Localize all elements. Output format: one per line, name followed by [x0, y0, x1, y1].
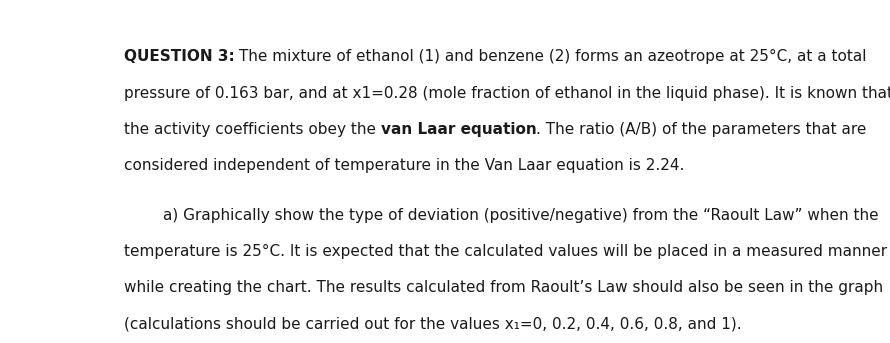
Text: pressure of 0.163 bar, and at x1=0.28 (mole fraction of ethanol in the liquid ph: pressure of 0.163 bar, and at x1=0.28 (m…: [124, 85, 890, 100]
Text: van Laar equation: van Laar equation: [381, 122, 537, 137]
Text: . The ratio (A/B) of the parameters that are: . The ratio (A/B) of the parameters that…: [537, 122, 867, 137]
Text: considered independent of temperature in the Van Laar equation is 2.24.: considered independent of temperature in…: [124, 158, 684, 174]
Text: while creating the chart. The results calculated from Raoult’s Law should also b: while creating the chart. The results ca…: [124, 281, 883, 295]
Text: a) Graphically show the type of deviation (positive/negative) from the “Raoult L: a) Graphically show the type of deviatio…: [124, 208, 878, 223]
Text: QUESTION 3:: QUESTION 3:: [124, 49, 234, 64]
Text: the activity coefficients obey the: the activity coefficients obey the: [124, 122, 381, 137]
Text: temperature is 25°C. It is expected that the calculated values will be placed in: temperature is 25°C. It is expected that…: [124, 244, 886, 259]
Text: The mixture of ethanol (1) and benzene (2) forms an azeotrope at 25°C, at a tota: The mixture of ethanol (1) and benzene (…: [234, 49, 867, 64]
Text: (calculations should be carried out for the values x₁=0, 0.2, 0.4, 0.6, 0.8, and: (calculations should be carried out for …: [124, 317, 741, 332]
